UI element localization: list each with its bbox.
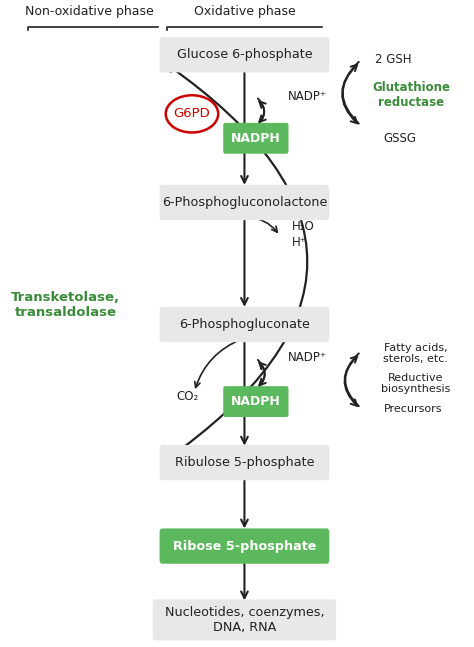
- FancyBboxPatch shape: [223, 123, 289, 154]
- FancyBboxPatch shape: [160, 445, 329, 480]
- FancyBboxPatch shape: [160, 307, 329, 342]
- Text: Ribulose 5-phosphate: Ribulose 5-phosphate: [175, 456, 314, 469]
- Text: Reductive
biosynthesis: Reductive biosynthesis: [381, 373, 450, 395]
- Text: 6-Phosphogluconolactone: 6-Phosphogluconolactone: [162, 196, 327, 209]
- FancyBboxPatch shape: [153, 599, 336, 641]
- Text: NADPH: NADPH: [231, 395, 281, 408]
- FancyBboxPatch shape: [160, 185, 329, 220]
- Text: NADP⁺: NADP⁺: [288, 90, 327, 103]
- Text: NADPH: NADPH: [231, 132, 281, 145]
- FancyBboxPatch shape: [160, 37, 329, 72]
- Text: Fatty acids,
sterols, etc.: Fatty acids, sterols, etc.: [383, 343, 448, 364]
- Text: Oxidative phase: Oxidative phase: [193, 5, 295, 17]
- Text: 6-Phosphogluconate: 6-Phosphogluconate: [179, 318, 310, 331]
- Text: GSSG: GSSG: [383, 132, 416, 145]
- Text: Nucleotides, coenzymes,
DNA, RNA: Nucleotides, coenzymes, DNA, RNA: [164, 606, 324, 634]
- FancyBboxPatch shape: [160, 529, 329, 564]
- Text: Ribose 5-phosphate: Ribose 5-phosphate: [173, 540, 316, 553]
- Text: Glutathione
reductase: Glutathione reductase: [372, 81, 450, 109]
- Text: 2 GSH: 2 GSH: [374, 54, 411, 67]
- Text: NADP⁺: NADP⁺: [288, 351, 327, 364]
- Text: Transketolase,
transaldolase: Transketolase, transaldolase: [11, 291, 120, 319]
- Text: Glucose 6-phosphate: Glucose 6-phosphate: [177, 49, 312, 61]
- Text: H⁺: H⁺: [292, 236, 307, 249]
- FancyBboxPatch shape: [223, 386, 289, 417]
- Text: G6PD: G6PD: [173, 107, 210, 120]
- Text: Non-oxidative phase: Non-oxidative phase: [25, 5, 154, 17]
- Text: H₂O: H₂O: [292, 221, 315, 234]
- Text: Precursors: Precursors: [384, 404, 443, 414]
- Text: CO₂: CO₂: [176, 390, 199, 403]
